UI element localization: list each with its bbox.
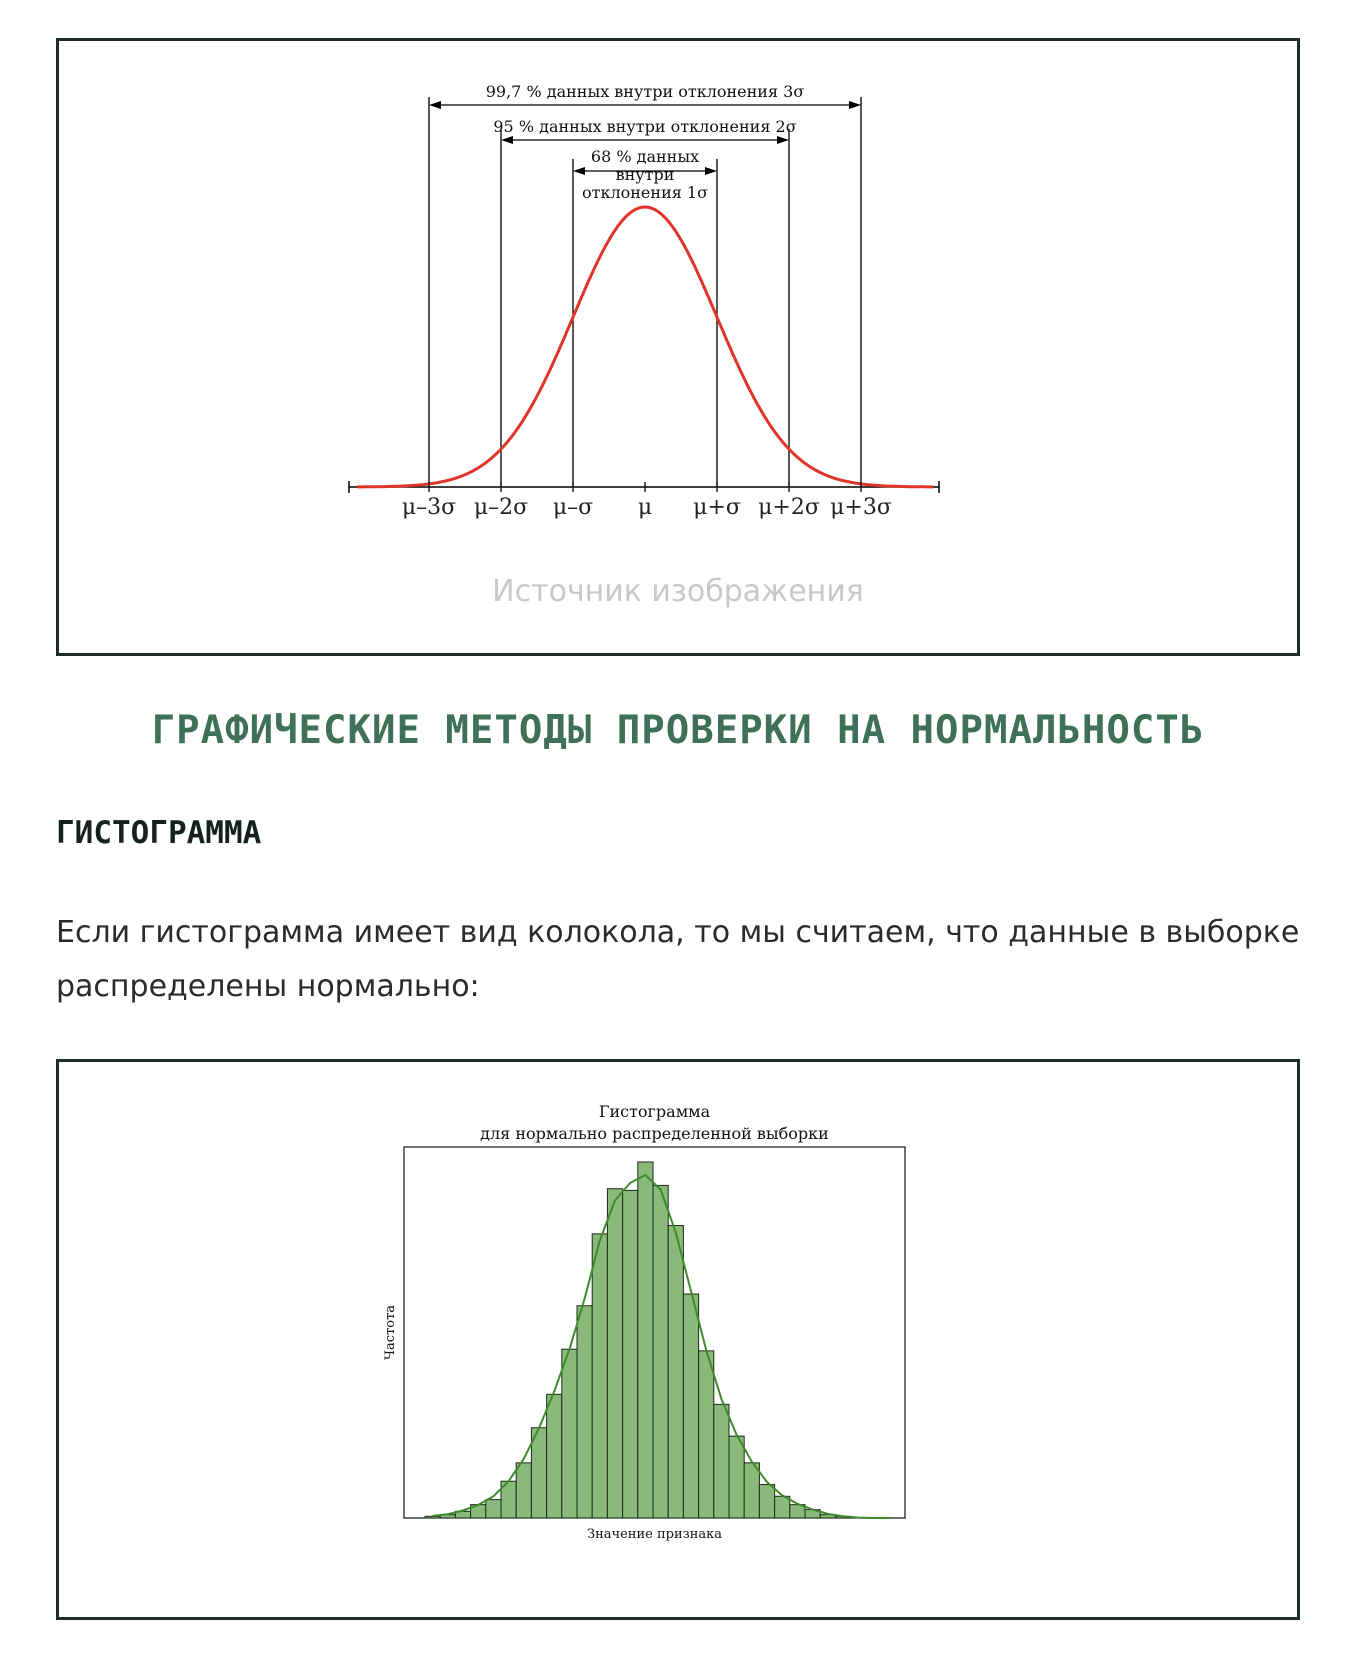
interval-label: 68 % данных <box>591 147 699 166</box>
histogram-bar <box>637 1161 654 1519</box>
histogram-bar <box>667 1225 684 1519</box>
normal-distribution-chart: μ–3σ μ–2σ μ–σ μ μ+σ μ+2σ μ+3σ 99,7 % данных вну… <box>348 82 940 520</box>
histogram-bar <box>561 1348 578 1519</box>
x-tick-label: μ–σ <box>553 495 593 520</box>
chart-title: Гистограмма <box>599 1102 711 1121</box>
histogram-bar <box>758 1484 776 1519</box>
image-source-caption[interactable]: Источник изображения <box>492 574 864 609</box>
x-tick-label: μ–2σ <box>474 495 528 520</box>
histogram-bar <box>682 1293 700 1519</box>
x-tick-label: μ+2σ <box>758 495 820 520</box>
section-title: ГРАФИЧЕСКИЕ МЕТОДЫ ПРОВЕРКИ НА НОРМАЛЬНО… <box>151 708 1205 753</box>
arrow-head-right <box>849 101 861 109</box>
arrow-head-left <box>429 101 441 109</box>
histogram-bar <box>622 1189 639 1519</box>
histogram-bar <box>652 1184 669 1519</box>
interval-label: 99,7 % данных внутри отклонения 3σ <box>486 82 805 101</box>
arrow-head-right <box>777 136 789 144</box>
histogram-bar <box>606 1188 624 1519</box>
x-tick-label: μ–3σ <box>402 495 456 520</box>
histogram-chart: Гистограмма для нормально распределенной … <box>383 1102 906 1542</box>
normal-distribution-figure: μ–3σ μ–2σ μ–σ μ μ+σ μ+2σ μ+3σ 99,7 % данных вну… <box>56 38 1300 656</box>
x-axis-label: Значение признака <box>587 1527 722 1542</box>
y-axis-label: Частота <box>383 1305 398 1360</box>
histogram-figure: Гистограмма для нормально распределенной … <box>56 1059 1300 1620</box>
histogram-bar <box>576 1305 593 1519</box>
histogram-bar <box>424 1515 441 1519</box>
histogram-bar <box>485 1499 502 1519</box>
interval-label: отклонения 1σ <box>582 183 708 202</box>
histogram-bar <box>515 1462 532 1519</box>
histogram-bar <box>530 1427 548 1519</box>
interval-label: 95 % данных внутри отклонения 2σ <box>493 117 796 136</box>
x-tick-label: μ <box>638 495 652 520</box>
arrow-head-left <box>501 136 513 144</box>
histogram-bar <box>546 1393 563 1519</box>
arrow-head-right <box>705 167 717 175</box>
histogram-paragraph: Если гистограмма имеет вид колокола, то … <box>56 915 1300 1004</box>
histogram-subtitle: ГИСТОГРАММА <box>56 815 262 851</box>
histogram-bar <box>743 1462 760 1519</box>
chart-title: для нормально распределенной выборки <box>480 1124 829 1143</box>
x-tick-label: μ+σ <box>693 495 741 520</box>
interval-label: внутри <box>616 165 675 184</box>
histogram-bar <box>713 1403 730 1519</box>
histogram-bar <box>698 1350 715 1519</box>
histogram-bar <box>728 1435 745 1519</box>
arrow-head-left <box>573 167 585 175</box>
density-line <box>432 1173 891 1519</box>
x-tick-label: μ+3σ <box>830 495 892 520</box>
histogram-bar <box>774 1495 791 1519</box>
normal-curve <box>357 205 933 489</box>
histogram-bar <box>591 1233 608 1519</box>
